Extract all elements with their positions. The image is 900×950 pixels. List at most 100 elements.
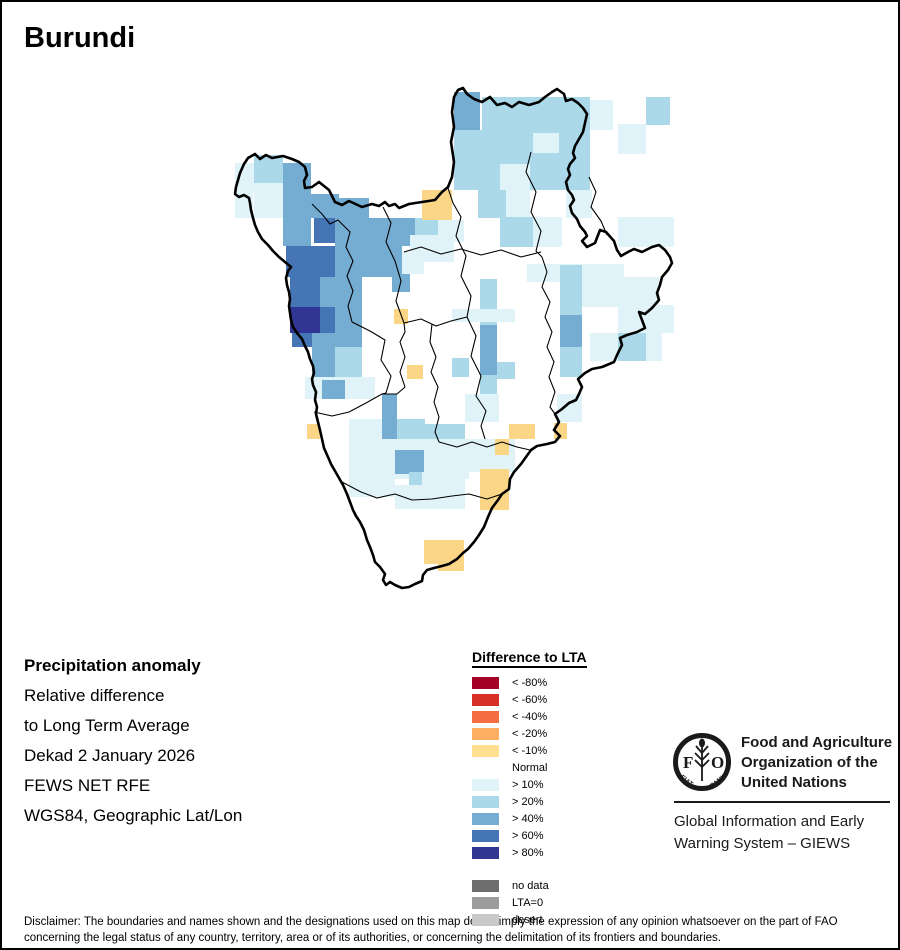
legend-row: > 60% [472,827,587,844]
legend-label: > 10% [512,778,544,791]
province-boundary [525,151,543,258]
fao-letter-f: F [683,753,693,772]
raster-cell [349,479,395,497]
legend-row: < -20% [472,725,587,742]
legend-rows: < -80% < -60% < -40% < -20% < -10% Normal > 10… [472,674,587,928]
raster-cell [286,246,335,277]
legend-label: < -60% [512,693,548,706]
legend-swatch [472,795,499,808]
province-boundary [351,321,392,395]
raster-cell [454,92,480,130]
raster-cell [283,190,311,218]
raster-cell [335,347,362,377]
raster-cell [618,124,646,154]
legend-swatch [472,896,499,909]
legend-label: Normal [512,761,548,774]
province-boundary [403,246,542,258]
raster-cell [335,333,362,347]
province-boundary [438,441,531,451]
raster-cell [320,307,335,333]
province-boundary [466,316,487,440]
raster-cell [422,472,465,509]
info-line: to Long Term Average [24,716,190,735]
legend-row: < -10% [472,742,587,759]
raster-cell [465,394,499,422]
raster-cell [254,155,283,183]
legend-title: Difference to LTA [472,649,587,668]
info-line: Dekad 2 January 2026 [24,746,196,765]
legend-row: no data [472,877,587,894]
raster-cell [590,333,618,361]
raster-cell [307,424,320,439]
legend-row: desert [472,911,587,928]
province-boundary [313,393,383,417]
legend-swatch [472,879,499,892]
legend-row: > 10% [472,776,587,793]
raster-cell [283,218,311,246]
raster-cell [452,309,515,322]
raster-cell [320,277,362,307]
raster-cell [395,450,424,474]
map-info-block: Precipitation anomaly Relative differenc… [24,651,242,831]
legend: Difference to LTA < -80% < -60% < -40% < -2… [472,649,587,928]
legend-swatch [472,693,499,706]
province-boundary [311,203,354,323]
raster-cell [506,190,530,218]
raster-cell [646,333,662,361]
province-boundary [382,206,405,324]
raster-cell [254,183,283,218]
legend-swatch [472,829,499,842]
wheat-icon [694,745,710,781]
raster-cell [424,540,464,564]
raster-cell [369,218,397,246]
legend-swatch [472,778,499,791]
raster-cell [497,362,515,379]
raster-cell [454,130,590,158]
legend-swatch [472,846,499,859]
legend-label: < -20% [512,727,548,740]
disclaimer: Disclaimer: The boundaries and names sho… [24,914,886,946]
legend-label: < -10% [512,744,548,757]
raster-cell [335,307,362,333]
province-boundary [403,316,468,327]
org-divider [674,801,890,803]
info-line: Relative difference [24,686,165,705]
raster-cell [290,277,320,307]
page-title: Burundi [24,22,136,54]
raster-cell [235,163,254,191]
legend-label: > 60% [512,829,544,842]
legend-swatch [472,812,499,825]
disclaimer-line: Disclaimer: The boundaries and names sho… [24,916,838,928]
province-boundary [382,322,406,395]
raster-cell [618,217,674,247]
raster-cell [495,439,509,455]
info-line: WGS84, Geographic Lat/Lon [24,806,243,825]
legend-label: < -80% [512,676,548,689]
org-name-line: United Nations [741,774,847,791]
legend-swatch [472,676,499,689]
raster-cell [311,194,339,218]
province-boundary [447,187,472,318]
legend-row: > 40% [472,810,587,827]
raster-cell [322,380,345,399]
legend-label: > 40% [512,812,544,825]
raster-cell [314,218,335,243]
raster-cell [480,325,497,375]
org-name: Food and Agriculture Organization of the… [741,733,892,793]
legend-row: LTA=0 [472,894,587,911]
legend-row: < -40% [472,708,587,725]
legend-label: LTA=0 [512,896,544,909]
legend-swatch [472,913,499,926]
raster-cell [452,358,469,377]
raster-cell [560,265,582,315]
raster-cell [560,347,582,377]
province-boundary [341,481,503,501]
org-subtitle-line: Warning System – GIEWS [674,835,851,852]
legend-row: > 20% [472,793,587,810]
legend-swatch [472,761,499,774]
raster-cell [407,365,423,379]
legend-row: < -80% [472,674,587,691]
legend-swatch [472,744,499,757]
